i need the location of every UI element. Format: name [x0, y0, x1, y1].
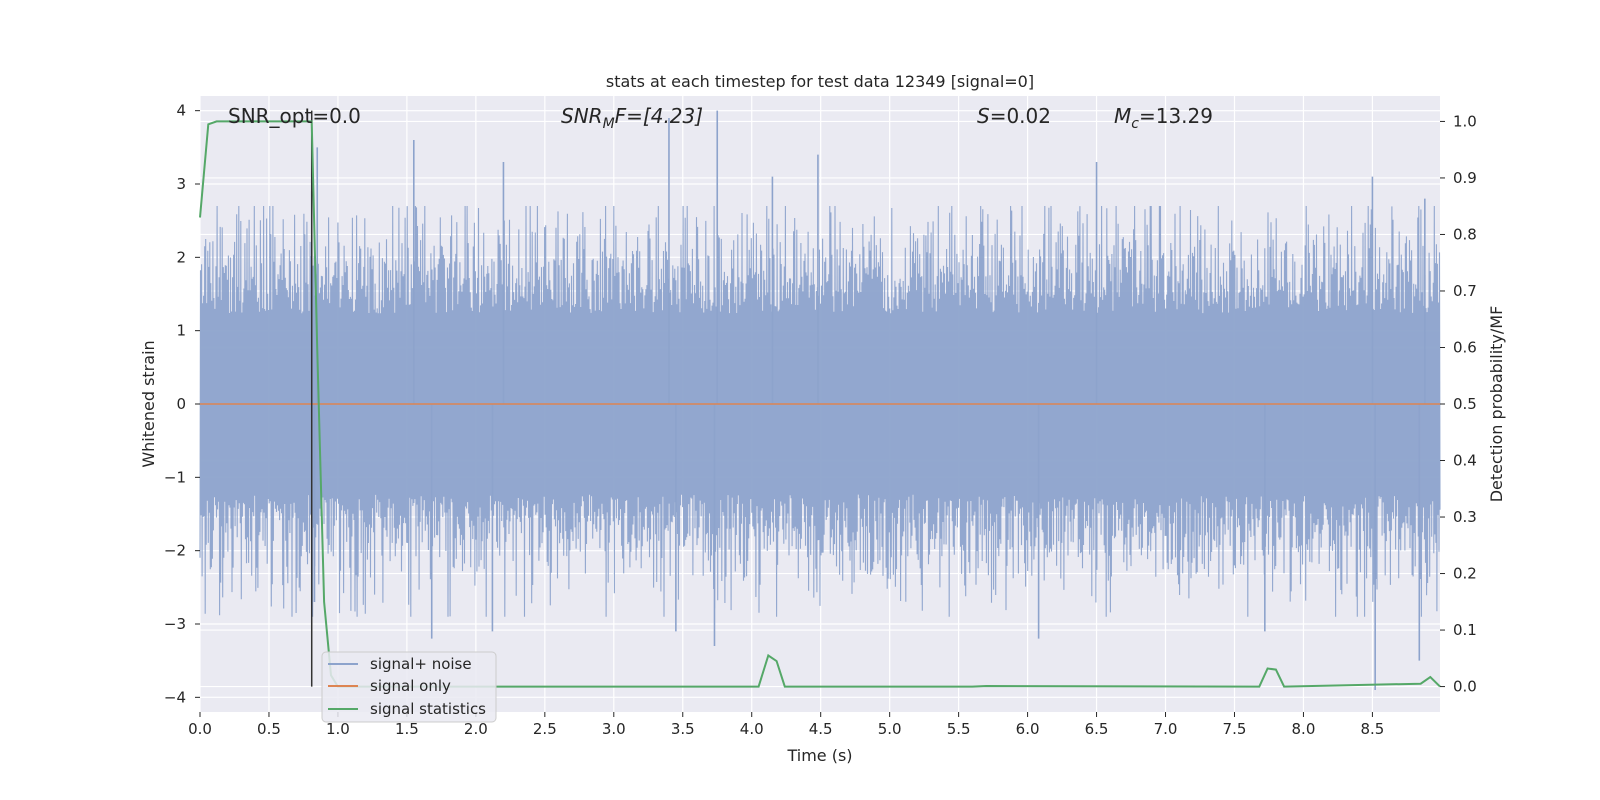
- y2-tick-labels: 1.0 0.9 0.8 0.7 0.6 0.5 0.4 0.3 0.2 0.1 0.0: [1440, 112, 1477, 696]
- x-tick-label: 3.5: [671, 720, 695, 738]
- annotation-mc: Mc=13.29: [1114, 104, 1213, 132]
- annotation-snr-mf-sub: M: [603, 116, 615, 132]
- annotation-mc-sub: c: [1131, 116, 1139, 132]
- chart-title: stats at each timestep for test data 123…: [606, 72, 1034, 91]
- x-tick-label: 7.5: [1223, 720, 1247, 738]
- y2-tick-label: 0.3: [1453, 508, 1477, 526]
- x-tick-label: 7.0: [1154, 720, 1178, 738]
- x-tick-label: 0.0: [188, 720, 212, 738]
- x-tick-label: 1.5: [395, 720, 419, 738]
- x-tick-label: 3.0: [602, 720, 626, 738]
- x-tick-label: 1.0: [326, 720, 350, 738]
- legend-label-signal-only: signal only: [370, 677, 451, 695]
- legend: signal+ noise signal only signal statist…: [321, 651, 497, 723]
- y2-tick-label: 0.6: [1453, 338, 1477, 356]
- annotation-mc-main: M: [1114, 104, 1131, 128]
- y-tick-label: 3: [176, 175, 186, 193]
- x-tick-labels: 0.0 0.5 1.0 1.5 2.0 2.5 3.0 3.5 4.0 4.5 5.0 5.5 6.0 6…: [188, 712, 1384, 738]
- y-tick-label: 1: [176, 322, 186, 340]
- x-tick-label: 8.0: [1292, 720, 1316, 738]
- x-tick-label: 8.5: [1360, 720, 1384, 738]
- legend-label-signal-statistics: signal statistics: [370, 700, 486, 718]
- y2-tick-label: 1.0: [1453, 112, 1477, 130]
- y-tick-label: 2: [176, 248, 186, 266]
- series-signal-statistics: [199, 120, 1441, 688]
- x-tick-label: 6.5: [1085, 720, 1109, 738]
- annotation-s-rest: =0.02: [990, 104, 1051, 128]
- y2-tick-label: 0.0: [1453, 678, 1477, 696]
- x-tick-label: 6.0: [1016, 720, 1040, 738]
- x-tick-label: 5.5: [947, 720, 971, 738]
- signal-statistics-line: [199, 120, 1441, 688]
- annotation-snr-mf-rest: F=[4.23]: [615, 104, 703, 128]
- x-tick-label: 4.5: [809, 720, 833, 738]
- y2-tick-label: 0.9: [1453, 169, 1477, 187]
- annotation-snr-mf: SNRMF=[4.23]: [561, 104, 703, 132]
- y2-tick-label: 0.1: [1453, 621, 1477, 639]
- legend-box: [321, 651, 497, 723]
- y2-tick-label: 0.8: [1453, 225, 1477, 243]
- annotation-snr-mf-main: SNR: [561, 104, 603, 128]
- y-axis-label: Whitened strain: [139, 340, 158, 467]
- y2-axis-label: Detection probability/MF: [1487, 306, 1506, 503]
- y2-tick-label: 0.4: [1453, 452, 1477, 470]
- y-tick-label: −3: [164, 615, 186, 633]
- y-tick-label: 4: [176, 102, 186, 120]
- series-signal-noise: [199, 110, 1441, 690]
- y2-tick-label: 0.5: [1453, 395, 1477, 413]
- signal-noise-line: [199, 205, 1441, 617]
- x-tick-label: 2.0: [464, 720, 488, 738]
- annotation-snr-opt: SNR_opt=0.0: [228, 104, 361, 128]
- y2-tick-label: 0.2: [1453, 565, 1477, 583]
- y-tick-labels: 4 3 2 1 0 −1 −2 −3 −4: [164, 102, 200, 706]
- x-tick-label: 2.5: [533, 720, 557, 738]
- annotation-mc-rest: =13.29: [1139, 104, 1213, 128]
- y2-tick-label: 0.7: [1453, 282, 1477, 300]
- y-tick-label: 0: [176, 395, 186, 413]
- annotation-s-main: S: [977, 104, 990, 128]
- y-tick-label: −4: [164, 688, 186, 706]
- y-tick-label: −1: [164, 468, 186, 486]
- x-tick-label: 0.5: [257, 720, 281, 738]
- y-tick-label: −2: [164, 542, 186, 560]
- x-axis-label: Time (s): [786, 746, 852, 765]
- legend-label-signal-noise: signal+ noise: [370, 655, 472, 673]
- x-tick-label: 4.0: [740, 720, 764, 738]
- x-tick-label: 5.0: [878, 720, 902, 738]
- annotation-s: S=0.02: [977, 104, 1051, 128]
